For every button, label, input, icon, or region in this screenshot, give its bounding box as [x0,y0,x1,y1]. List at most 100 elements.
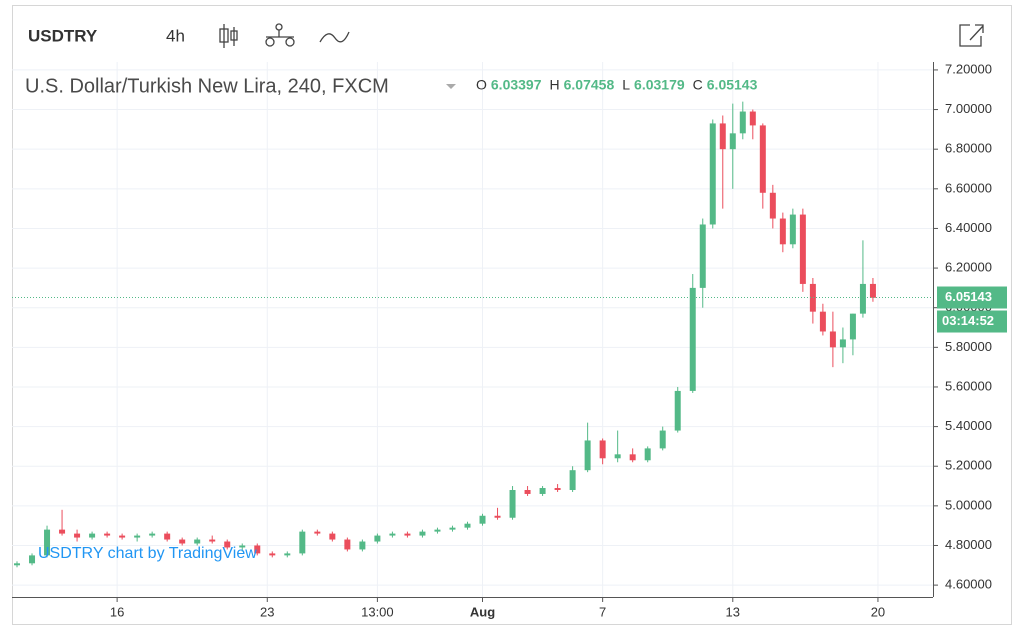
y-tick-label: 5.80000 [945,339,992,354]
candle-body [759,125,766,193]
countdown-label: 03:14:52 [942,313,994,328]
candle-body [149,533,156,536]
y-tick-label: 5.20000 [945,458,992,473]
y-tick-label: 6.60000 [945,180,992,195]
countdown-box [937,310,1007,333]
candle-body [299,531,306,554]
candle-body [269,553,276,556]
candle-body [539,488,546,494]
candle-body [859,283,866,314]
candle-body [194,539,201,544]
candle-body [14,563,21,566]
candle-body [599,440,606,459]
candle-body [164,533,171,540]
candle-body [709,123,716,225]
ohlc-value: 6.07458 [564,77,615,93]
candle-body [829,331,836,348]
candle-body [644,448,651,461]
indicators-icon[interactable] [265,23,295,47]
candle-body [344,539,351,550]
candle-body [239,545,246,548]
popout-icon[interactable] [959,24,984,47]
candle-body [74,533,81,538]
y-tick-label: 5.60000 [945,378,992,393]
ohlc-key: H [550,77,560,93]
compare-icon[interactable] [319,31,350,43]
title-dropdown[interactable] [446,84,456,89]
candle-body [44,529,51,556]
candle-body [719,123,726,150]
candle-body [769,192,776,219]
candle-body [869,283,876,298]
x-tick-label: 7 [599,604,606,619]
candle-body [404,533,411,536]
candle-body [674,390,681,431]
candle-body [59,529,66,534]
ohlc-value: 6.03179 [634,77,685,93]
candle-body [789,214,796,245]
candle-body [584,440,591,471]
candle-body [554,488,561,490]
candle-body [839,339,846,348]
y-tick-label: 6.80000 [945,141,992,156]
x-tick-label: 20 [871,604,885,619]
y-tick-label: 5.40000 [945,418,992,433]
candle-body [699,224,706,288]
candle-body [119,535,126,538]
candle-body [254,545,261,554]
y-tick-label: 6.20000 [945,260,992,275]
candle-body [819,311,826,332]
candle-body [614,454,621,459]
y-tick-label: 4.60000 [945,577,992,592]
candle-body [739,111,746,134]
y-tick-label: 4.80000 [945,537,992,552]
candle-type-icon[interactable] [219,24,238,48]
candle-body [329,533,336,540]
candle-body [809,283,816,312]
ohlc-key: L [622,77,630,93]
ohlc-key: C [693,77,703,93]
candle-body [134,535,141,538]
candle-body [749,111,756,126]
candle-body [849,313,856,340]
x-tick-label: 16 [110,604,124,619]
interval[interactable]: 4h [166,26,185,45]
watermark[interactable]: USDTRY chart by TradingView [38,545,257,562]
y-tick-label: 7.20000 [945,61,992,76]
candle-body [209,539,216,542]
candle-body [29,555,36,564]
candle-body [569,470,576,490]
candle-body [359,541,366,550]
candle-body [434,529,441,532]
candle-body [419,531,426,536]
x-tick-label: 23 [260,604,274,619]
candle-body [779,218,786,245]
widget-frame [12,5,1012,625]
candle-body [509,490,516,518]
candle-body [104,533,111,536]
x-tick-label: 13 [726,604,740,619]
candle-body [494,515,501,518]
ohlc-key: O [476,77,487,93]
candle-body [524,490,531,494]
chart-title: U.S. Dollar/Turkish New Lira, 240, FXCM [25,75,389,97]
candle-body [179,539,186,544]
candle-body [479,515,486,524]
y-tick-label: 5.00000 [945,497,992,512]
candle-body [464,523,471,528]
ohlc-value: 6.05143 [707,77,758,93]
candle-body [799,214,806,284]
ohlc-value: 6.03397 [491,77,542,93]
candle-body [729,133,736,150]
symbol[interactable]: USDTRY [28,26,98,45]
candle-body [659,430,666,449]
candle-body [89,533,96,538]
candle-body [629,454,636,461]
y-tick-label: 7.00000 [945,101,992,116]
x-tick-label: 13:00 [361,604,394,619]
y-tick-label: 6.40000 [945,220,992,235]
last-price-box [937,286,1007,309]
x-tick-label: Aug [470,604,495,619]
candle-body [224,541,231,548]
